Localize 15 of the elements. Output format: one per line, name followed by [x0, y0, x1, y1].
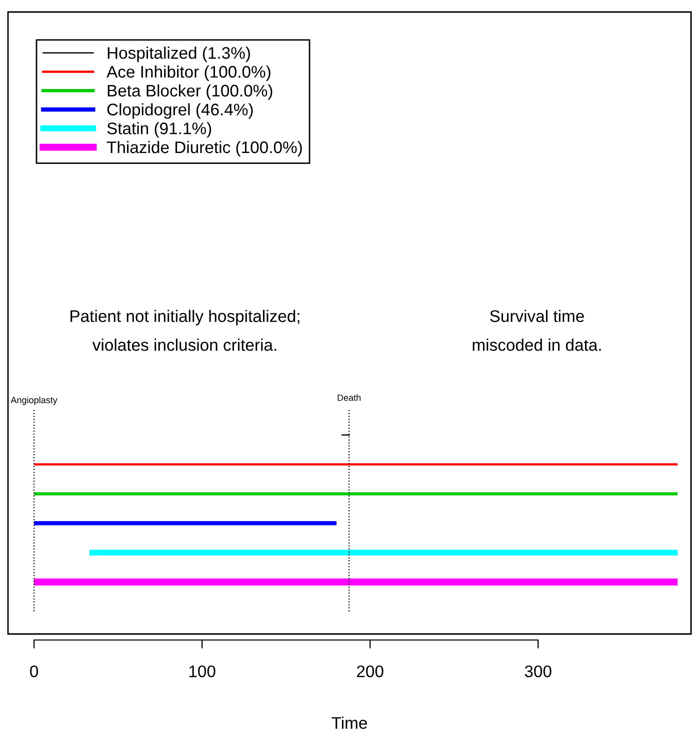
- legend-label: Beta Blocker (100.0%): [108, 84, 272, 100]
- x-axis-title: Time: [332, 716, 367, 729]
- ref-line-label: Death: [338, 394, 361, 401]
- ref-line-label: Angioplasty: [10, 396, 58, 406]
- legend-label: Thiazide Diuretic (100.0%): [106, 140, 302, 156]
- legend-label: Statin (91.1%): [107, 122, 212, 138]
- x-tick-label: 300: [524, 665, 552, 678]
- legend-label: Ace Inhibitor (100.0%): [106, 65, 270, 82]
- x-tick-label: 100: [189, 665, 216, 678]
- text: Survival time miscoded in data.: [472, 310, 601, 351]
- legend-label: Clopidogrel (46.4%): [107, 103, 253, 119]
- x-tick-label: 200: [357, 665, 384, 678]
- x-tick-label: 0: [30, 665, 38, 678]
- text: Patient not initially hospitalized; violates inclusion criteria.: [70, 310, 300, 351]
- legend-label: Hospitalized (1.3%): [108, 46, 250, 62]
